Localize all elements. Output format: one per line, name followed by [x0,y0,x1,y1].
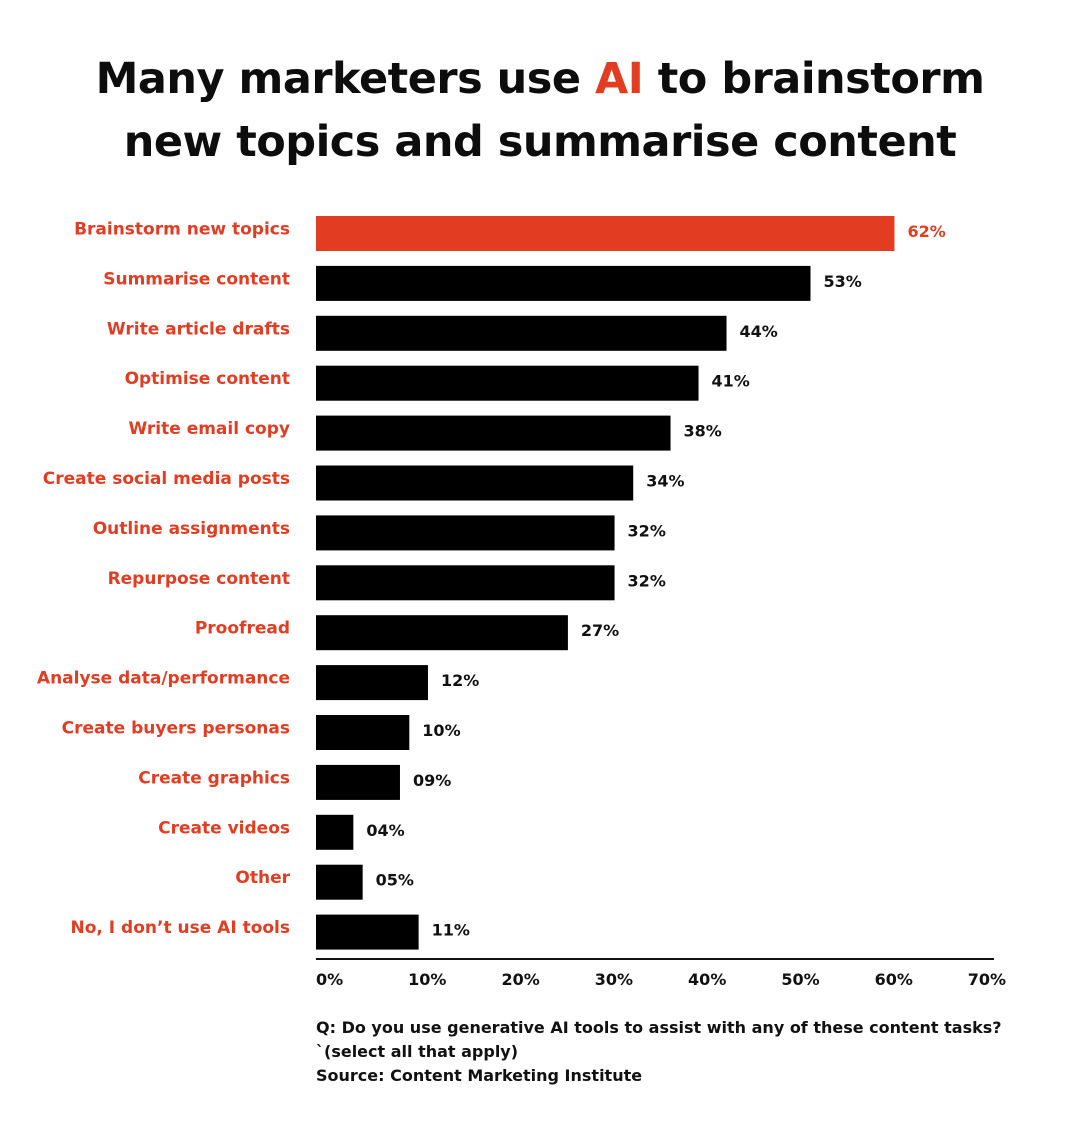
category-label: Create videos [158,818,290,838]
x-tick-label: 0% [316,970,343,989]
x-tick-label: 50% [781,970,819,989]
bar-12 [316,764,400,800]
title-line-2: new topics and summarise content [123,117,957,167]
bar-chart: Brainstorm new topics 62% Summarise conten… [37,216,1006,989]
category-label: Repurpose content [108,569,290,589]
category-label: Create social media posts [43,469,290,489]
category-label: Optimise content [125,369,290,389]
bar-9 [316,615,568,651]
bar-1 [316,216,895,251]
x-tick-label: 30% [595,970,633,989]
bar-4 [316,365,699,401]
category-label: Analyse data/performance [37,669,290,689]
x-tick-label: 40% [688,970,726,989]
title-text-pre: Many marketers use [95,54,595,104]
value-label: 53% [823,272,861,291]
bar-15 [316,914,419,950]
title-line-1: Many marketers use AI to brainstorm [0,48,1080,111]
bar-2 [316,265,811,301]
source-note: Source: Content Marketing Institute [316,1066,643,1085]
value-label: 11% [432,921,470,940]
bar-13 [316,814,354,850]
value-label: 44% [740,322,778,341]
category-label: Write email copy [128,419,290,439]
x-tick-label: 10% [408,970,446,989]
category-label: Proofread [195,619,290,639]
value-label: 62% [907,222,945,241]
bar-8 [316,565,615,601]
value-label: 32% [628,521,666,540]
value-label: 04% [366,821,404,840]
value-label: 27% [581,621,619,640]
category-label: Summarise content [103,269,290,289]
category-label: Other [235,868,290,888]
bar-11 [316,715,410,750]
bar-3 [316,315,727,351]
question-line-1: Q: Do you use generative AI tools to ass… [316,1018,1002,1037]
value-label: 09% [413,771,451,790]
question-line-2: `(select all that apply) [316,1042,519,1061]
value-label: 10% [422,721,460,740]
bar-14 [316,864,363,900]
bar-10 [316,665,428,701]
title-text-post: to brainstorm [643,54,985,104]
bar-5 [316,415,671,451]
category-label: Write article drafts [107,319,290,339]
x-tick-label: 70% [968,970,1006,989]
chart-title: Many marketers use AI to brainstorm new … [0,48,1080,174]
x-tick-label: 20% [501,970,539,989]
value-label: 05% [376,871,414,890]
value-label: 34% [646,472,684,491]
value-label: 32% [628,571,666,590]
category-label: Create graphics [138,768,290,788]
bar-6 [316,465,634,501]
value-label: 41% [712,372,750,391]
category-label: Brainstorm new topics [74,220,290,240]
x-tick-label: 60% [875,970,913,989]
category-label: Outline assignments [93,519,290,539]
title-highlight: AI [595,54,644,104]
bar-7 [316,515,615,551]
chart-footnote: Q: Do you use generative AI tools to ass… [316,1016,1002,1088]
category-label: No, I don’t use AI tools [71,918,290,938]
value-label: 12% [441,671,479,690]
category-label: Create buyers personas [62,719,290,739]
value-label: 38% [684,422,722,441]
